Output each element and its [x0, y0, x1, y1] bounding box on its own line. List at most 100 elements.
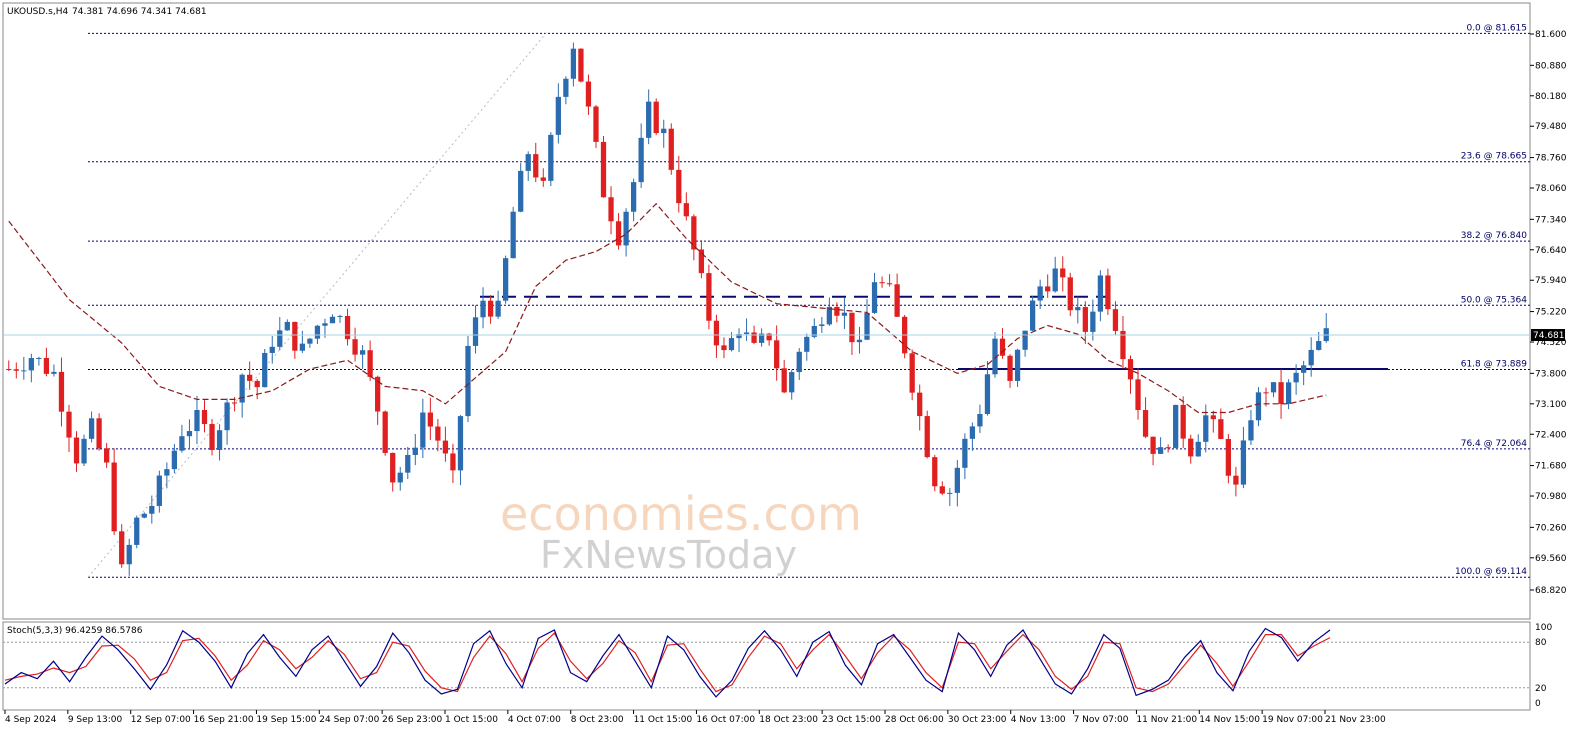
- candle-body: [186, 431, 193, 437]
- candle-body: [713, 320, 720, 346]
- candle-body: [555, 96, 561, 135]
- candle-body: [337, 315, 343, 317]
- candle-body: [894, 284, 900, 317]
- candle-body: [420, 412, 426, 448]
- candle-body: [66, 411, 72, 438]
- price-tick-label: 71.680: [1535, 462, 1567, 472]
- candle-body: [495, 300, 501, 317]
- candle-body: [352, 339, 358, 355]
- stoch-tick-label: 80: [1535, 638, 1547, 648]
- time-tick-label: 1 Oct 15:00: [445, 715, 498, 725]
- price-tick-label: 80.880: [1535, 61, 1567, 71]
- candle-body: [480, 300, 486, 318]
- price-tick-label: 77.340: [1535, 215, 1567, 225]
- current-price-tag: [1531, 329, 1565, 342]
- candle-body: [1255, 392, 1262, 421]
- price-tick-label: 76.640: [1535, 246, 1567, 256]
- current-price-label: 74.681: [1533, 331, 1565, 341]
- candle-body: [201, 409, 208, 424]
- candle-body: [1263, 392, 1269, 394]
- time-tick-label: 21 Nov 23:00: [1325, 715, 1386, 725]
- candle-body: [1097, 275, 1104, 312]
- candle-body: [307, 338, 313, 344]
- time-tick-label: 11 Oct 15:00: [634, 715, 693, 725]
- candle-body: [992, 338, 998, 375]
- candle-body: [119, 531, 125, 565]
- candle-body: [216, 430, 223, 450]
- time-tick-label: 18 Oct 23:00: [759, 715, 818, 725]
- candle-body: [1029, 300, 1036, 331]
- stoch-pane: [2, 621, 1531, 711]
- candle-body: [1127, 359, 1134, 380]
- watermark-fxnewstoday: FxNewsToday: [540, 533, 797, 577]
- time-tick-label: 4 Oct 07:00: [508, 715, 561, 725]
- candle-body: [540, 177, 546, 181]
- time-axis: 4 Sep 2024 9 Sep 13:00 12 Sep 07:00 16 Sep …: [4, 710, 1386, 725]
- candle-body: [96, 418, 102, 449]
- candle-body: [1173, 404, 1179, 448]
- candle-body: [375, 376, 381, 412]
- stoch-d-line: [4, 632, 1331, 693]
- fib-trend-line: [87, 33, 547, 578]
- candle-body: [284, 321, 290, 331]
- candle-body: [1233, 475, 1239, 485]
- candle-body: [1225, 438, 1232, 476]
- candle-body: [864, 312, 870, 340]
- candle-body: [111, 462, 117, 532]
- time-tick-label: 24 Sep 07:00: [319, 715, 379, 725]
- time-tick-label: 4 Sep 2024: [5, 715, 57, 725]
- candle-body: [1082, 307, 1088, 332]
- candle-body: [706, 273, 712, 321]
- candle-body: [886, 283, 893, 285]
- candle-body: [88, 418, 95, 439]
- price-tick-label: 73.800: [1535, 369, 1567, 379]
- candle-body: [826, 306, 832, 325]
- candle-body: [1022, 330, 1028, 350]
- candle-body: [593, 106, 599, 142]
- price-tick-label: 69.560: [1535, 554, 1567, 564]
- candle-body: [1105, 275, 1111, 310]
- candle-body: [156, 475, 162, 506]
- candle-body: [472, 317, 479, 346]
- stoch-label: Stoch(5,3,3) 96.4259 86.5786: [7, 626, 143, 636]
- candle-body: [179, 436, 185, 451]
- candle-body: [36, 357, 42, 359]
- candle-body: [43, 357, 50, 374]
- candle-body: [676, 169, 682, 204]
- candle-body: [570, 48, 577, 79]
- candle-body: [962, 438, 968, 468]
- candle-body: [600, 141, 607, 198]
- candle-body: [442, 440, 449, 454]
- candle-body: [924, 416, 930, 458]
- time-tick-label: 12 Sep 07:00: [131, 715, 191, 725]
- candle-body: [811, 325, 817, 337]
- candle-body: [1285, 382, 1292, 404]
- candle-body: [21, 370, 27, 372]
- candle-body: [367, 350, 373, 377]
- fib-level-label: 100.0 @ 69.114: [1455, 567, 1527, 577]
- candle-body: [1316, 341, 1322, 350]
- candle-body: [51, 371, 57, 374]
- candle-body: [1157, 447, 1164, 454]
- candle-body: [819, 324, 825, 326]
- price-tick-label: 81.600: [1535, 30, 1567, 40]
- candle-body: [359, 350, 366, 355]
- candle-body: [1301, 365, 1307, 373]
- candle-body: [382, 411, 388, 453]
- candle-body: [457, 416, 464, 471]
- watermark-economies: economies.com: [500, 487, 862, 541]
- support-resistance-lines: [480, 295, 1388, 370]
- candle-body: [487, 300, 494, 317]
- candle-body: [1060, 268, 1066, 278]
- candle-body: [299, 343, 306, 351]
- fib-level-label: 50.0 @ 75.364: [1461, 295, 1528, 305]
- candle-body: [1112, 309, 1119, 331]
- time-tick-label: 16 Oct 07:00: [696, 715, 755, 725]
- stoch-tick-label: 0: [1535, 699, 1541, 709]
- candle-body: [668, 128, 674, 170]
- candle-body: [81, 438, 87, 464]
- candle-body: [412, 447, 418, 455]
- candle-body: [608, 197, 614, 222]
- candle-body: [1165, 447, 1171, 449]
